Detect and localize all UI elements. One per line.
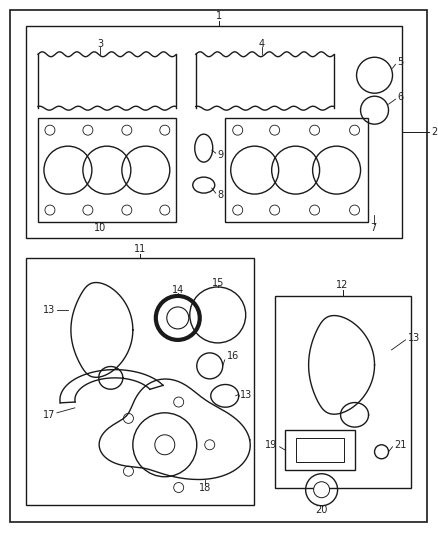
Text: 20: 20 (315, 505, 328, 515)
Text: 2: 2 (431, 127, 438, 137)
Text: 13: 13 (240, 390, 252, 400)
Bar (296, 438, 343, 462)
Bar (225, 118, 367, 222)
Text: 18: 18 (198, 483, 211, 492)
Text: 10: 10 (94, 223, 106, 233)
Bar (38, 118, 176, 222)
Text: 9: 9 (218, 150, 224, 160)
Text: 17: 17 (42, 410, 55, 420)
Text: 19: 19 (265, 440, 278, 450)
Text: 4: 4 (258, 39, 265, 49)
Text: 3: 3 (97, 39, 103, 49)
Text: 8: 8 (218, 190, 224, 200)
Text: 7: 7 (371, 223, 377, 233)
Bar (275, 296, 411, 488)
Text: 1: 1 (215, 11, 222, 21)
Text: 5: 5 (398, 57, 404, 67)
Text: 6: 6 (398, 92, 404, 102)
Text: 12: 12 (336, 280, 349, 290)
Text: 15: 15 (212, 278, 224, 288)
Bar (285, 430, 355, 470)
Text: 14: 14 (172, 285, 184, 295)
Bar (26, 258, 254, 505)
Bar (26, 26, 402, 238)
Text: 11: 11 (134, 244, 146, 254)
Text: 13: 13 (407, 333, 420, 343)
Text: 13: 13 (42, 305, 55, 315)
Text: 16: 16 (227, 351, 239, 361)
Circle shape (167, 307, 189, 329)
Circle shape (314, 482, 330, 498)
Text: 21: 21 (395, 440, 407, 450)
